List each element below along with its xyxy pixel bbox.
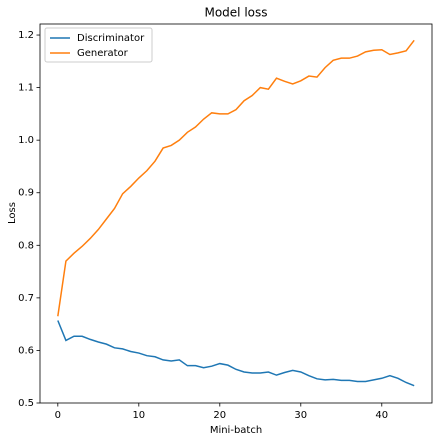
- chart-title: Model loss: [204, 6, 267, 20]
- legend-label: Generator: [77, 48, 129, 59]
- x-tick-label: 30: [294, 410, 307, 421]
- x-tick-label: 0: [55, 410, 61, 421]
- y-tick-label: 0.6: [18, 345, 34, 356]
- legend-box: [44, 27, 153, 63]
- x-tick-label: 40: [375, 410, 388, 421]
- x-axis-label: Mini-batch: [210, 425, 262, 436]
- y-tick-label: 0.9: [18, 188, 34, 199]
- y-tick-label: 1.0: [18, 135, 34, 146]
- y-axis-label: Loss: [7, 202, 18, 224]
- axes-frame: [39, 23, 433, 404]
- y-tick-label: 0.7: [18, 293, 34, 304]
- line: [57, 320, 415, 387]
- y-tick-label: 1.1: [18, 83, 34, 94]
- x-tick-label: 20: [213, 410, 226, 421]
- y-tick-label: 0.8: [18, 240, 34, 251]
- y-tick-label: 1.2: [18, 30, 34, 41]
- y-tick-label: 0.5: [18, 398, 34, 409]
- line: [57, 39, 415, 317]
- x-tick-label: 10: [132, 410, 145, 421]
- legend-label: Discriminator: [77, 33, 145, 44]
